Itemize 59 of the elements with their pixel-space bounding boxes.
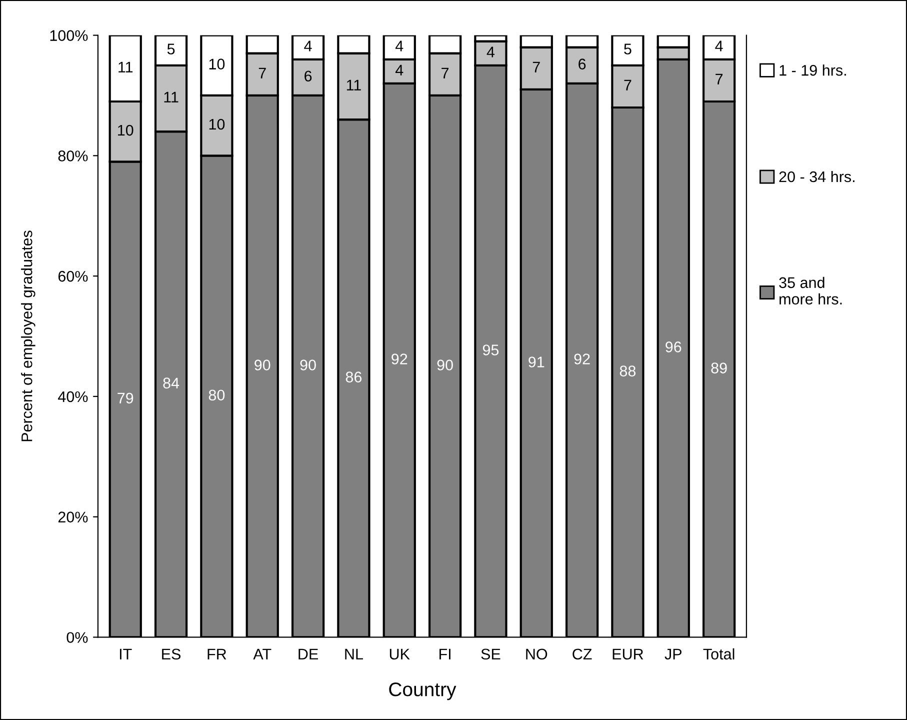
- data-label: 86: [346, 372, 362, 382]
- data-label: 84: [163, 378, 180, 388]
- data-label: 90: [254, 360, 270, 370]
- data-label: 4: [486, 46, 495, 58]
- data-label: 10: [209, 118, 225, 130]
- x-tick-label: Total: [703, 648, 734, 660]
- data-label: 88: [620, 366, 636, 376]
- data-label: 7: [624, 80, 632, 90]
- data-label: 10: [118, 124, 134, 136]
- x-axis-title: Country: [389, 682, 456, 700]
- data-label: 7: [532, 62, 540, 72]
- legend-label: 1 - 19 hrs.: [780, 64, 846, 76]
- data-label: 11: [164, 92, 178, 102]
- x-tick-label: AT: [253, 648, 272, 660]
- data-label: 7: [258, 68, 266, 78]
- x-tick-label: EUR: [612, 648, 644, 660]
- y-axis-title: Percent of employed graduates: [21, 230, 36, 442]
- x-tick-label: JP: [664, 648, 682, 660]
- legend-label: 35 and more hrs.: [779, 276, 842, 305]
- x-tick-label: ES: [162, 648, 181, 660]
- data-label: 79: [118, 392, 134, 404]
- data-label: 96: [666, 342, 682, 352]
- x-tick-label: DE: [298, 648, 318, 660]
- data-label: 90: [437, 360, 453, 370]
- y-tick-label: 100%: [50, 30, 88, 41]
- legend-label: 20 - 34 hrs.: [779, 170, 854, 182]
- data-label: 89: [711, 362, 727, 374]
- data-label: 5: [624, 44, 632, 54]
- x-tick-label: UK: [390, 648, 410, 660]
- data-label: 4: [715, 40, 723, 52]
- x-tick-label: NO: [526, 648, 548, 660]
- data-label: 10: [209, 58, 225, 70]
- data-label: 6: [578, 58, 586, 70]
- data-label: 80: [208, 390, 225, 401]
- data-label: 6: [304, 70, 312, 82]
- x-tick-label: IT: [120, 648, 132, 660]
- data-label: 4: [395, 64, 404, 76]
- data-label: 7: [442, 68, 449, 78]
- x-tick-label: FI: [440, 648, 450, 660]
- x-tick-label: NL: [345, 648, 363, 660]
- data-label: 11: [118, 62, 133, 72]
- data-label: 7: [716, 74, 723, 84]
- data-label: 92: [574, 354, 590, 364]
- y-tick-label: 60%: [58, 270, 88, 282]
- data-label: 91: [528, 356, 544, 368]
- y-tick-label: 80%: [58, 150, 88, 162]
- y-tick-label: 20%: [58, 512, 88, 522]
- data-label: 95: [482, 344, 499, 356]
- data-label: 5: [167, 44, 175, 54]
- data-label: 90: [300, 360, 316, 370]
- data-label: 4: [395, 40, 404, 52]
- x-tick-label: FR: [208, 648, 226, 660]
- y-tick-label: 0%: [66, 632, 88, 643]
- y-tick-label: 40%: [58, 391, 88, 402]
- data-label: 11: [346, 80, 361, 90]
- data-label: 4: [304, 40, 312, 52]
- data-label: 92: [392, 354, 408, 364]
- x-tick-label: SE: [481, 648, 500, 660]
- x-tick-label: CZ: [572, 648, 592, 660]
